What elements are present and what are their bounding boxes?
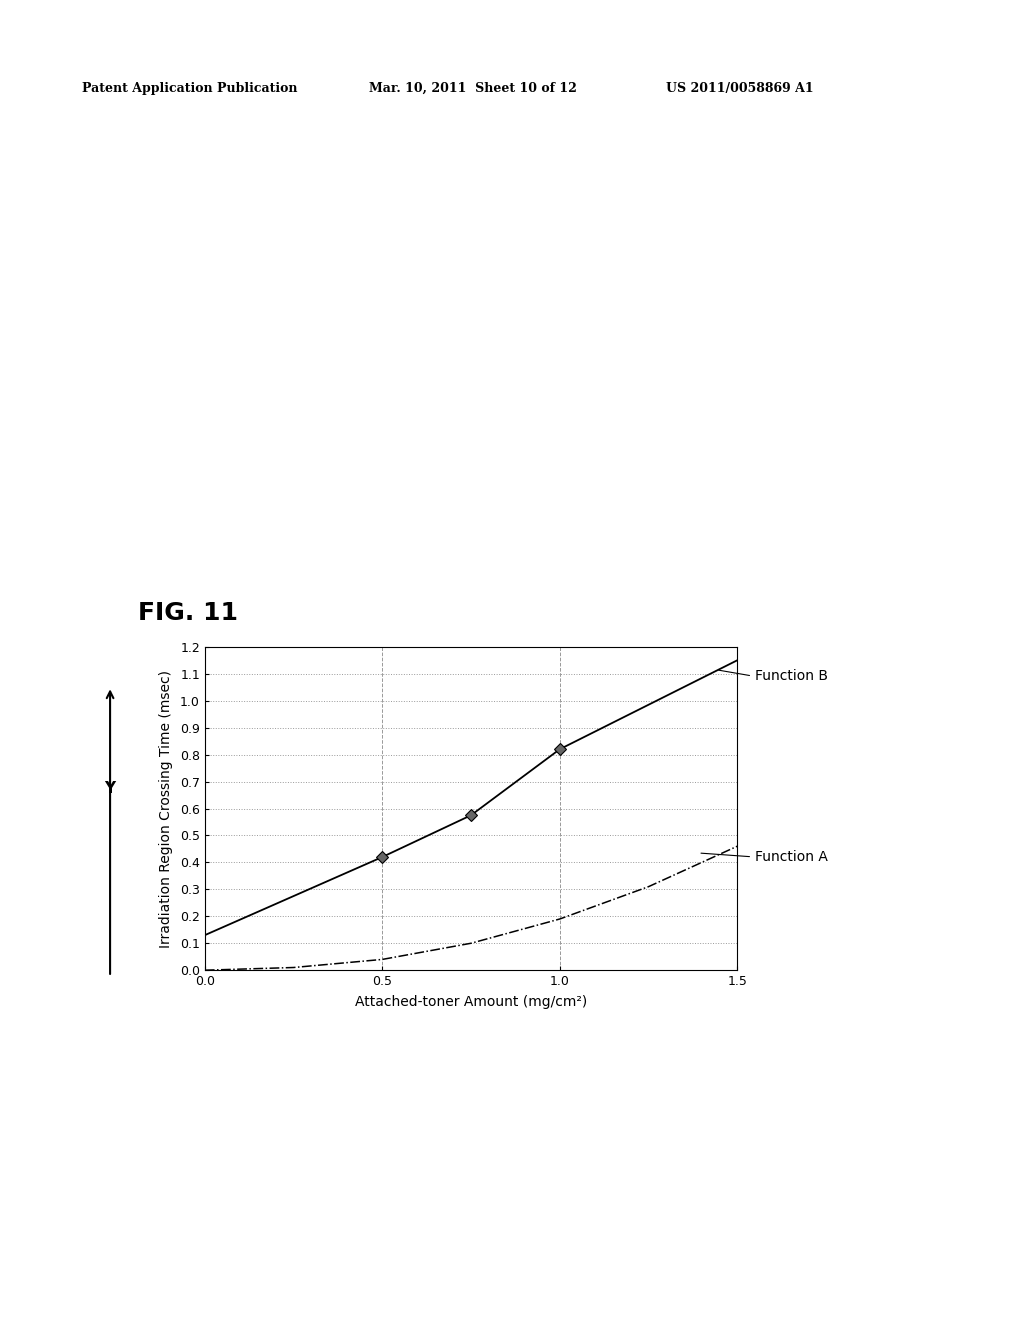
Y-axis label: Irradiation Region Crossing Time (msec): Irradiation Region Crossing Time (msec)	[159, 669, 173, 948]
Text: Mar. 10, 2011  Sheet 10 of 12: Mar. 10, 2011 Sheet 10 of 12	[369, 82, 577, 95]
Text: Y: Y	[104, 780, 116, 796]
Text: Patent Application Publication: Patent Application Publication	[82, 82, 297, 95]
Text: FIG. 11: FIG. 11	[138, 601, 239, 624]
X-axis label: Attached-toner Amount (mg/cm²): Attached-toner Amount (mg/cm²)	[355, 995, 587, 1008]
Text: Function B: Function B	[719, 669, 828, 684]
Text: US 2011/0058869 A1: US 2011/0058869 A1	[666, 82, 813, 95]
Text: Function A: Function A	[701, 850, 828, 865]
